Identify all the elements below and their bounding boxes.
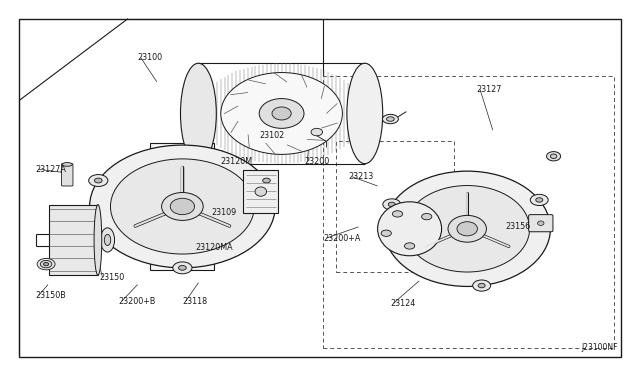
Ellipse shape bbox=[179, 266, 186, 270]
Ellipse shape bbox=[384, 171, 550, 286]
Ellipse shape bbox=[383, 199, 401, 210]
Text: 23200+A: 23200+A bbox=[323, 234, 360, 243]
Ellipse shape bbox=[448, 215, 486, 242]
Text: J23100NF: J23100NF bbox=[581, 343, 618, 352]
Text: 23100: 23100 bbox=[138, 53, 163, 62]
Ellipse shape bbox=[94, 205, 102, 275]
Bar bbox=[49, 205, 98, 275]
Text: 23213: 23213 bbox=[349, 172, 374, 181]
Ellipse shape bbox=[62, 163, 72, 166]
Ellipse shape bbox=[44, 263, 49, 266]
Ellipse shape bbox=[180, 63, 216, 164]
Ellipse shape bbox=[100, 228, 115, 252]
Ellipse shape bbox=[170, 198, 195, 215]
Ellipse shape bbox=[457, 222, 477, 236]
Ellipse shape bbox=[90, 145, 275, 268]
Ellipse shape bbox=[347, 63, 383, 164]
Ellipse shape bbox=[531, 194, 548, 205]
Text: 23124: 23124 bbox=[390, 299, 415, 308]
Ellipse shape bbox=[161, 193, 204, 220]
Ellipse shape bbox=[547, 152, 561, 161]
Text: 23118: 23118 bbox=[182, 297, 207, 306]
Text: 23200: 23200 bbox=[304, 157, 329, 166]
Ellipse shape bbox=[89, 174, 108, 186]
Ellipse shape bbox=[378, 202, 442, 256]
Ellipse shape bbox=[381, 230, 391, 236]
Ellipse shape bbox=[311, 128, 323, 136]
Bar bbox=[323, 76, 614, 348]
Ellipse shape bbox=[37, 259, 55, 270]
FancyBboxPatch shape bbox=[529, 215, 553, 232]
Ellipse shape bbox=[255, 187, 267, 196]
Text: 23127: 23127 bbox=[477, 85, 502, 94]
Ellipse shape bbox=[387, 117, 394, 121]
Ellipse shape bbox=[40, 260, 52, 268]
Ellipse shape bbox=[259, 99, 304, 128]
Ellipse shape bbox=[95, 178, 102, 183]
Ellipse shape bbox=[262, 178, 270, 183]
Text: 23127A: 23127A bbox=[35, 165, 66, 174]
Ellipse shape bbox=[257, 174, 276, 186]
Text: 23120M: 23120M bbox=[221, 157, 253, 166]
Ellipse shape bbox=[388, 202, 396, 206]
Ellipse shape bbox=[272, 107, 291, 120]
Text: 23150B: 23150B bbox=[35, 291, 66, 300]
Ellipse shape bbox=[392, 211, 403, 217]
Ellipse shape bbox=[422, 214, 432, 220]
Ellipse shape bbox=[173, 262, 192, 274]
Ellipse shape bbox=[538, 221, 544, 225]
FancyBboxPatch shape bbox=[61, 164, 73, 186]
Ellipse shape bbox=[111, 159, 254, 254]
FancyBboxPatch shape bbox=[243, 170, 278, 213]
Ellipse shape bbox=[104, 234, 111, 246]
Ellipse shape bbox=[404, 243, 415, 249]
Text: 23150: 23150 bbox=[99, 273, 124, 282]
Text: 23200+B: 23200+B bbox=[118, 297, 156, 306]
Ellipse shape bbox=[536, 198, 543, 202]
Ellipse shape bbox=[221, 73, 342, 154]
Text: 23102: 23102 bbox=[259, 131, 284, 140]
Ellipse shape bbox=[550, 154, 557, 158]
Bar bbox=[336, 141, 454, 272]
Text: 23109: 23109 bbox=[211, 208, 236, 217]
Ellipse shape bbox=[473, 280, 491, 291]
Polygon shape bbox=[150, 143, 214, 270]
Text: 23120MA: 23120MA bbox=[195, 243, 233, 252]
Ellipse shape bbox=[383, 115, 399, 124]
Text: 23156: 23156 bbox=[506, 222, 531, 231]
Ellipse shape bbox=[404, 186, 530, 272]
Ellipse shape bbox=[478, 283, 485, 288]
